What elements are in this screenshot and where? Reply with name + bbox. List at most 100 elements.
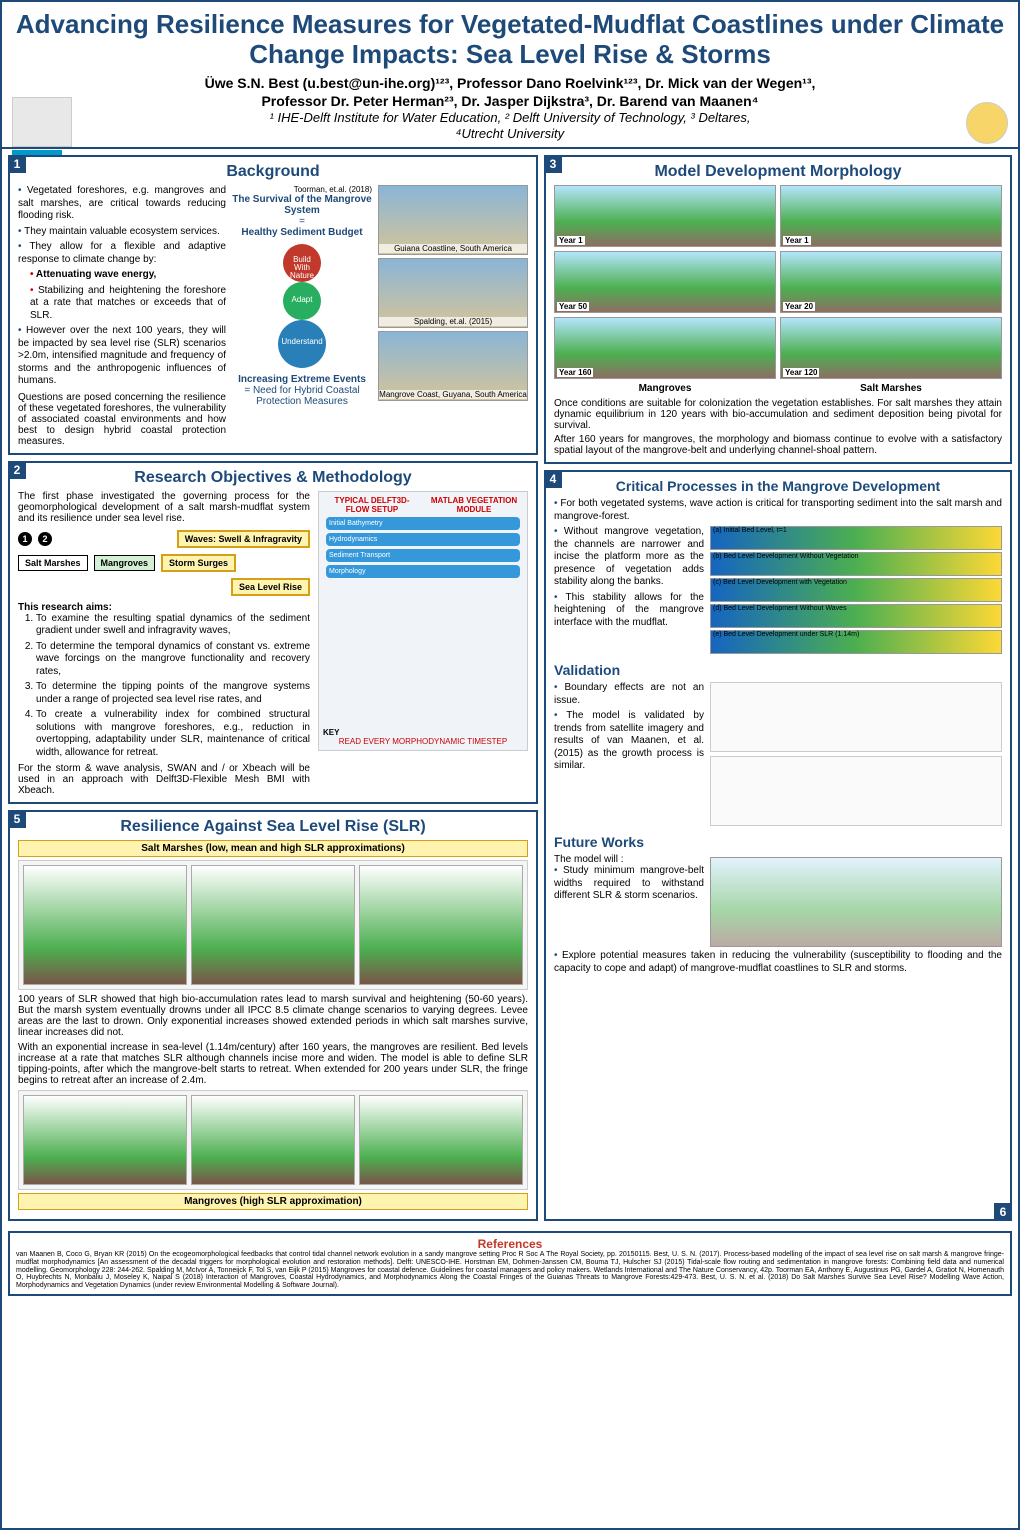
diag-budget: Healthy Sediment Budget	[232, 227, 372, 238]
val-fig-2	[710, 756, 1002, 826]
slr-p1: 100 years of SLR showed that high bio-ac…	[18, 994, 528, 1038]
val-fig-1	[710, 682, 1002, 752]
bg-bullet-1: Vegetated foreshores, e.g. mangroves and…	[18, 185, 226, 223]
morph-grid: Year 1 Year 1 Year 50 Year 20 Year 160 Y…	[554, 185, 1002, 394]
slr-mg-1	[23, 1095, 187, 1185]
aims-heading: This research aims:	[18, 602, 310, 613]
slr-title: Resilience Against Sea Level Rise (SLR)	[18, 818, 528, 836]
morph-y1b-label: Year 1	[783, 236, 811, 245]
panel-critical: 4 Critical Processes in the Mangrove Dev…	[544, 470, 1012, 1221]
authors-line-2: Professor Dr. Peter Herman²³, Dr. Jasper…	[14, 92, 1006, 110]
flow-bathy: Initial Bathymetry	[326, 517, 520, 530]
flag-mangroves: Mangroves	[94, 555, 156, 571]
photo2-cap: Spalding, et.al. (2015)	[379, 317, 527, 326]
flag-saltmarsh: Salt Marshes	[18, 555, 88, 571]
val-b1: Boundary effects are not an issue.	[554, 682, 704, 707]
morph-y50: Year 50	[554, 251, 776, 313]
bg-questions: Questions are posed concerning the resil…	[18, 392, 226, 447]
slr-cap1: Salt Marshes (low, mean and high SLR app…	[18, 840, 528, 857]
morph-y50-label: Year 50	[557, 302, 589, 311]
badge-6: 6	[994, 1203, 1012, 1221]
poster-root: Advancing Resilience Measures for Vegeta…	[0, 0, 1020, 1530]
crit-b3: This stability allows for the heightenin…	[554, 592, 704, 630]
flow-h2: MATLAB VEGETATION MODULE	[425, 496, 523, 514]
background-photos: Guiana Coastline, South America Spalding…	[378, 185, 528, 447]
slr-mangrove-fig	[18, 1090, 528, 1190]
aim-2: To determine the temporal dynamics of co…	[36, 641, 310, 679]
logo-ihe-icon	[12, 97, 72, 147]
flag-waves: Waves: Swell & Infragravity	[177, 530, 310, 548]
future-heading: Future Works	[554, 834, 1002, 850]
validation-text: Boundary effects are not an issue. The m…	[554, 682, 704, 830]
badge-5: 5	[8, 810, 26, 828]
aim-4: To create a vulnerability index for comb…	[36, 709, 310, 759]
fw-3d-fig	[710, 857, 1002, 947]
fw-b1: Study minimum mangrove-belt widths requi…	[554, 865, 704, 903]
photo3-cap: Mangrove Coast, Guyana, South America	[379, 390, 527, 399]
badge-4: 4	[544, 470, 562, 488]
objectives-title: Research Objectives & Methodology	[18, 469, 528, 487]
flow-diagram: TYPICAL DELFT3D-FLOW SETUP MATLAB VEGETA…	[318, 491, 528, 751]
slr-saltmarsh-fig	[18, 860, 528, 990]
slr-sub-low	[23, 865, 187, 985]
panel-morphology: 3 Model Development Morphology Year 1 Ye…	[544, 155, 1012, 464]
photo1-cap: Guiana Coastline, South America	[379, 244, 527, 253]
obj-storm: For the storm & wave analysis, SWAN and …	[18, 763, 310, 796]
background-text: Vegetated foreshores, e.g. mangroves and…	[18, 185, 226, 447]
morph-title: Model Development Morphology	[554, 163, 1002, 181]
objectives-text: The first phase investigated the governi…	[18, 491, 310, 797]
photo-guiana: Guiana Coastline, South America	[378, 185, 528, 255]
references-panel: References van Maanen B, Coco G, Bryan K…	[8, 1231, 1012, 1295]
flow-morph: Morphology	[326, 565, 520, 578]
bg-sub-2: Stabilizing and heightening the foreshor…	[30, 285, 226, 323]
numcirc-1: 1	[18, 532, 32, 546]
circle-adapt-icon: Adapt	[283, 282, 321, 320]
badge-1: 1	[8, 155, 26, 173]
future-figure	[710, 854, 1002, 950]
val-b2: The model is validated by trends from sa…	[554, 710, 704, 773]
aim-3: To determine the tipping points of the m…	[36, 681, 310, 706]
critical-figure: (a) Initial Bed Level, t=1 (b) Bed Level…	[710, 526, 1002, 656]
panel-background: 1 Background Vegetated foreshores, e.g. …	[8, 155, 538, 455]
morph-p2: After 160 years for mangroves, the morph…	[554, 434, 1002, 456]
morph-y120-label: Year 120	[783, 368, 819, 377]
slr-sub-high	[359, 865, 523, 985]
strip-b: (b) Bed Level Development Without Vegeta…	[710, 552, 1002, 576]
logo-utrecht-icon	[966, 102, 1008, 144]
morph-col-saltmarsh: Salt Marshes	[780, 383, 1002, 394]
strip-d: (d) Bed Level Development Without Waves	[710, 604, 1002, 628]
morph-y120: Year 120	[780, 317, 1002, 379]
background-diagram: Toorman, et.al. (2018) The Survival of t…	[232, 185, 372, 447]
slr-sub-mean	[191, 865, 355, 985]
bg-ref: Toorman, et.al. (2018)	[232, 185, 372, 194]
diag-extreme: Increasing Extreme Events	[232, 374, 372, 385]
morph-col-mangroves: Mangroves	[554, 383, 776, 394]
morph-p1: Once conditions are suitable for coloniz…	[554, 398, 1002, 431]
body-columns: 1 Background Vegetated foreshores, e.g. …	[2, 149, 1018, 1227]
slr-p2: With an exponential increase in sea-leve…	[18, 1042, 528, 1086]
affiliations-line-1: ¹ IHE-Delft Institute for Water Educatio…	[14, 110, 1006, 126]
flow-sed: Sediment Transport	[326, 549, 520, 562]
morph-y20-label: Year 20	[783, 302, 815, 311]
flow-hydro: Hydrodynamics	[326, 533, 520, 546]
badge-2: 2	[8, 461, 26, 479]
crit-b2: Without mangrove vegetation, the channel…	[554, 526, 704, 589]
strip-a: (a) Initial Bed Level, t=1	[710, 526, 1002, 550]
authors-line-1: Üwe S.N. Best (u.best@un-ihe.org)¹²³, Pr…	[14, 74, 1006, 92]
background-title: Background	[18, 163, 528, 181]
fw-intro: The model will :	[554, 854, 704, 865]
poster-title: Advancing Resilience Measures for Vegeta…	[14, 10, 1006, 70]
bg-sub-1: Attenuating wave energy,	[30, 269, 226, 282]
circle-understand-icon: Understand	[278, 320, 326, 368]
slr-cap2: Mangroves (high SLR approximation)	[18, 1193, 528, 1210]
photo-spalding: Spalding, et.al. (2015)	[378, 258, 528, 328]
diag-eq: =	[232, 216, 372, 227]
validation-heading: Validation	[554, 662, 1002, 678]
strip-e: (e) Bed Level Development under SLR (1.1…	[710, 630, 1002, 654]
obj-intro: The first phase investigated the governi…	[18, 491, 310, 524]
numcirc-2: 2	[38, 532, 52, 546]
flag-storm: Storm Surges	[161, 554, 236, 572]
morph-y1b: Year 1	[780, 185, 1002, 247]
panel-slr: 5 Resilience Against Sea Level Rise (SLR…	[8, 810, 538, 1221]
slr-mg-3	[359, 1095, 523, 1185]
